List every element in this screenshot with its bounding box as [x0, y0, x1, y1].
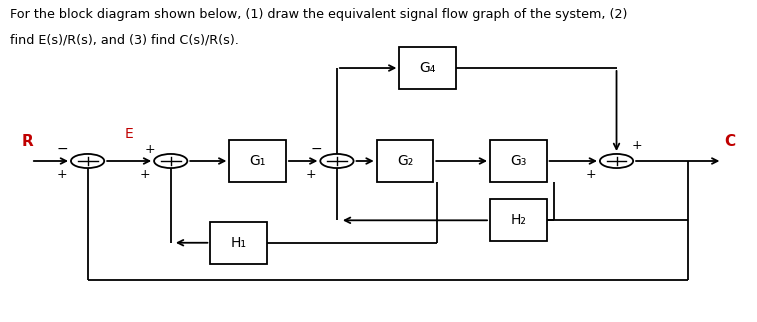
Circle shape: [320, 154, 354, 168]
Bar: [377, 140, 433, 182]
Text: +: +: [585, 168, 597, 181]
Circle shape: [71, 154, 104, 168]
Circle shape: [154, 154, 187, 168]
Text: G₃: G₃: [510, 154, 526, 168]
Bar: [229, 140, 286, 182]
Circle shape: [600, 154, 633, 168]
Text: E: E: [125, 127, 133, 141]
Text: For the block diagram shown below, (1) draw the equivalent signal flow graph of : For the block diagram shown below, (1) d…: [10, 8, 628, 21]
Text: +: +: [145, 143, 156, 156]
Text: +: +: [631, 139, 642, 152]
Text: R: R: [21, 134, 33, 149]
Text: C: C: [724, 134, 735, 149]
Text: +: +: [306, 168, 316, 181]
Text: +: +: [140, 168, 151, 181]
Text: find E(s)/R(s), and (3) find C(s)/R(s).: find E(s)/R(s), and (3) find C(s)/R(s).: [10, 34, 238, 47]
Text: G₂: G₂: [397, 154, 413, 168]
Bar: [210, 222, 267, 264]
Text: H₂: H₂: [510, 213, 526, 227]
Text: +: +: [57, 168, 67, 181]
Text: −: −: [310, 142, 322, 156]
Bar: [490, 140, 547, 182]
Text: G₁: G₁: [249, 154, 266, 168]
Text: H₁: H₁: [231, 236, 247, 250]
Text: −: −: [56, 142, 67, 156]
Bar: [399, 47, 456, 89]
Text: G₄: G₄: [419, 61, 436, 75]
Bar: [490, 199, 547, 241]
